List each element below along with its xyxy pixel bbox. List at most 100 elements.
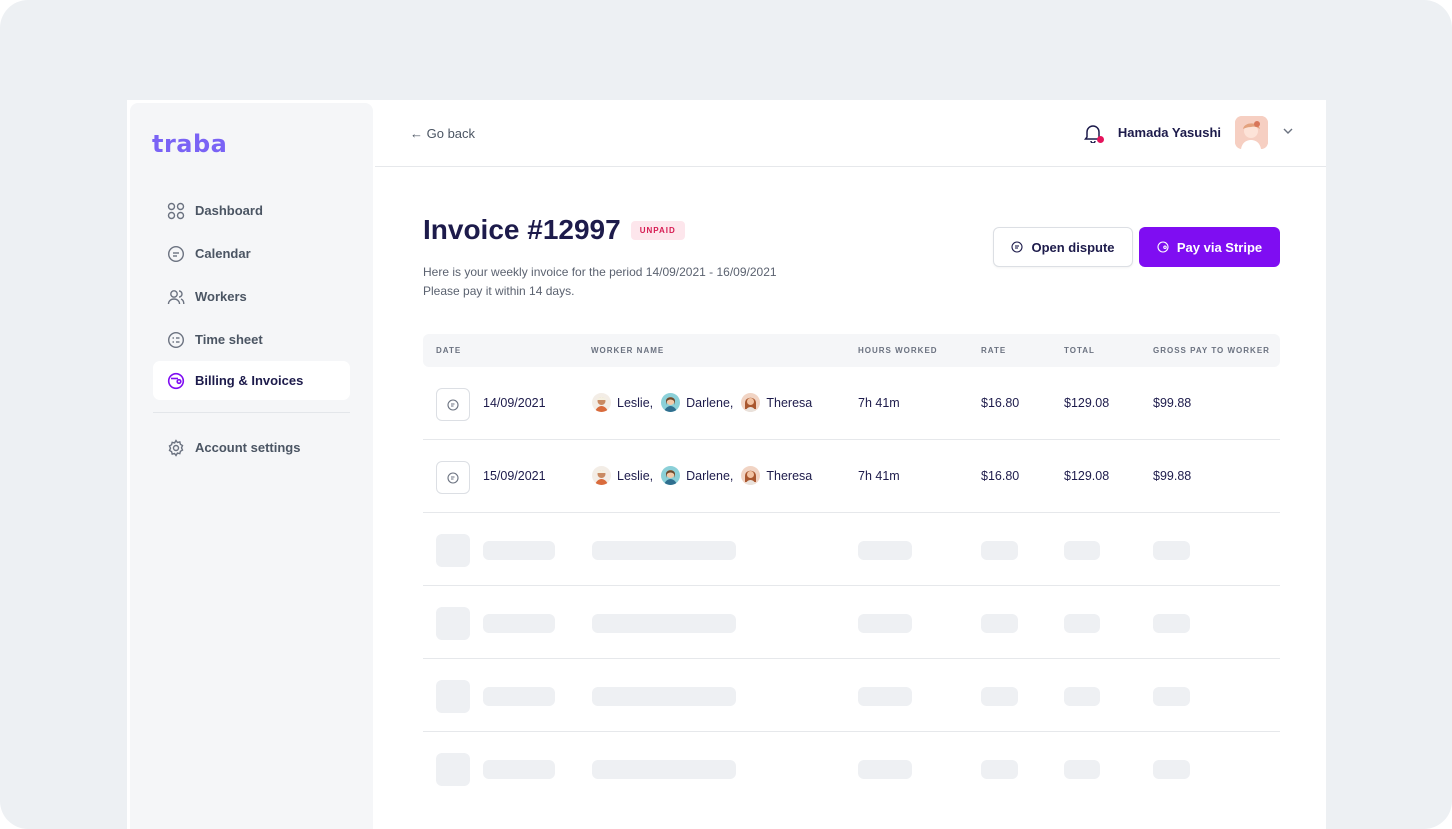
column-header-hours-worked[interactable]: HOURS WORKED bbox=[858, 346, 938, 355]
skeleton-block bbox=[858, 541, 912, 560]
invoice-table: DATE WORKER NAME HOURS WORKED RATE TOTAL… bbox=[423, 334, 1280, 805]
pay-via-stripe-button[interactable]: Pay via Stripe bbox=[1139, 227, 1280, 267]
skeleton-block bbox=[592, 614, 736, 633]
cell-rate: $16.80 bbox=[981, 396, 1020, 410]
skeleton-block bbox=[1153, 760, 1190, 779]
bell-icon[interactable] bbox=[1083, 123, 1104, 144]
sidebar-item-billing-invoices[interactable]: Billing & Invoices bbox=[153, 361, 350, 400]
grid-icon bbox=[167, 202, 185, 220]
cell-workers: Leslie, Darlene, Theresa bbox=[592, 393, 820, 412]
open-dispute-button[interactable]: Open dispute bbox=[993, 227, 1133, 267]
skeleton-block bbox=[1064, 760, 1100, 779]
status-badge: UNPAID bbox=[630, 220, 685, 240]
sidebar-item-dashboard[interactable]: Dashboard bbox=[153, 191, 350, 230]
logo[interactable]: traba bbox=[152, 130, 228, 158]
sidebar-item-label: Account settings bbox=[195, 440, 301, 455]
skeleton-block bbox=[592, 760, 736, 779]
skeleton-block bbox=[858, 760, 912, 779]
skeleton-block bbox=[981, 687, 1018, 706]
skeleton-row bbox=[423, 513, 1280, 586]
worker-avatar bbox=[741, 466, 761, 485]
skeleton-block bbox=[1064, 614, 1100, 633]
cell-date: 15/09/2021 bbox=[483, 469, 546, 483]
app-window: traba Dashboard Calendar Workers bbox=[127, 100, 1326, 829]
cell-hours: 7h 41m bbox=[858, 396, 900, 410]
worker-name[interactable]: Theresa bbox=[766, 395, 813, 410]
sidebar-item-label: Calendar bbox=[195, 246, 251, 261]
cell-gross: $99.88 bbox=[1153, 469, 1192, 483]
worker-name[interactable]: Theresa bbox=[766, 468, 813, 483]
wallet-icon bbox=[1157, 241, 1169, 253]
table-row[interactable]: 15/09/2021 Leslie, Darlene, Theresa 7h 4… bbox=[423, 440, 1280, 513]
worker-name[interactable]: Darlene, bbox=[686, 468, 734, 483]
row-expand-button[interactable] bbox=[436, 388, 470, 421]
sidebar-item-label: Time sheet bbox=[195, 332, 263, 347]
skeleton-block bbox=[1064, 541, 1100, 560]
sidebar-item-account-settings[interactable]: Account settings bbox=[153, 428, 350, 467]
column-header-date[interactable]: DATE bbox=[436, 346, 462, 355]
chat-icon bbox=[1011, 241, 1024, 253]
notification-dot bbox=[1096, 135, 1104, 143]
worker-name[interactable]: Leslie, bbox=[617, 395, 654, 410]
skeleton-block bbox=[436, 534, 470, 567]
skeleton-block bbox=[436, 680, 470, 713]
user-name[interactable]: Hamada Yasushi bbox=[1117, 125, 1221, 140]
table-header: DATE WORKER NAME HOURS WORKED RATE TOTAL… bbox=[423, 334, 1280, 367]
column-header-gross-pay[interactable]: GROSS PAY TO WORKER bbox=[1153, 346, 1270, 355]
skeleton-block bbox=[1064, 687, 1100, 706]
sidebar-item-workers[interactable]: Workers bbox=[153, 277, 350, 316]
skeleton-block bbox=[592, 541, 736, 560]
description-line: Please pay it within 14 days. bbox=[423, 284, 575, 298]
worker-name[interactable]: Darlene, bbox=[686, 395, 734, 410]
go-back-link[interactable]: ← Go back bbox=[410, 126, 476, 141]
pay-via-stripe-label: Pay via Stripe bbox=[1176, 239, 1263, 255]
worker-avatar bbox=[741, 393, 761, 412]
sidebar-divider bbox=[153, 412, 350, 413]
skeleton-block bbox=[1153, 687, 1190, 706]
avatar[interactable] bbox=[1235, 116, 1268, 149]
chevron-down-icon[interactable] bbox=[1282, 124, 1294, 142]
open-dispute-label: Open dispute bbox=[1031, 239, 1115, 255]
wallet-icon bbox=[167, 372, 185, 390]
title-row: Invoice #12997 UNPAID bbox=[423, 214, 685, 246]
sidebar: traba Dashboard Calendar Workers bbox=[130, 103, 373, 829]
worker-avatar bbox=[592, 393, 611, 412]
timesheet-icon bbox=[167, 331, 185, 349]
worker-name[interactable]: Leslie, bbox=[617, 468, 654, 483]
column-header-total[interactable]: TOTAL bbox=[1064, 346, 1095, 355]
users-icon bbox=[167, 288, 185, 306]
skeleton-block bbox=[981, 541, 1018, 560]
page-title: Invoice #12997 bbox=[423, 214, 621, 245]
skeleton-block bbox=[858, 687, 912, 706]
skeleton-row bbox=[423, 659, 1280, 732]
skeleton-block bbox=[981, 760, 1018, 779]
skeleton-block bbox=[436, 753, 470, 786]
calendar-icon bbox=[167, 245, 185, 263]
table-row[interactable]: 14/09/2021 Leslie, Darlene, Theresa 7h 4… bbox=[423, 367, 1280, 440]
skeleton-block bbox=[436, 607, 470, 640]
cell-hours: 7h 41m bbox=[858, 469, 900, 483]
skeleton-block bbox=[1153, 541, 1190, 560]
skeleton-block bbox=[858, 614, 912, 633]
skeleton-row bbox=[423, 732, 1280, 805]
skeleton-row bbox=[423, 586, 1280, 659]
cell-workers: Leslie, Darlene, Theresa bbox=[592, 466, 820, 485]
skeleton-block bbox=[1153, 614, 1190, 633]
sidebar-item-label: Dashboard bbox=[195, 203, 263, 218]
skeleton-block bbox=[483, 760, 555, 779]
gear-icon bbox=[167, 438, 185, 457]
worker-avatar bbox=[592, 466, 611, 485]
user-menu[interactable]: Hamada Yasushi bbox=[1083, 116, 1294, 149]
sidebar-item-label: Workers bbox=[195, 289, 247, 304]
column-header-rate[interactable]: RATE bbox=[981, 346, 1007, 355]
sidebar-item-time-sheet[interactable]: Time sheet bbox=[153, 320, 350, 359]
worker-avatar bbox=[661, 393, 681, 412]
cell-rate: $16.80 bbox=[981, 469, 1020, 483]
row-expand-button[interactable] bbox=[436, 461, 470, 494]
cell-total: $129.08 bbox=[1064, 469, 1110, 483]
column-header-worker-name[interactable]: WORKER NAME bbox=[591, 346, 665, 355]
sidebar-item-calendar[interactable]: Calendar bbox=[153, 234, 350, 273]
skeleton-block bbox=[483, 541, 555, 560]
cell-gross: $99.88 bbox=[1153, 396, 1192, 410]
